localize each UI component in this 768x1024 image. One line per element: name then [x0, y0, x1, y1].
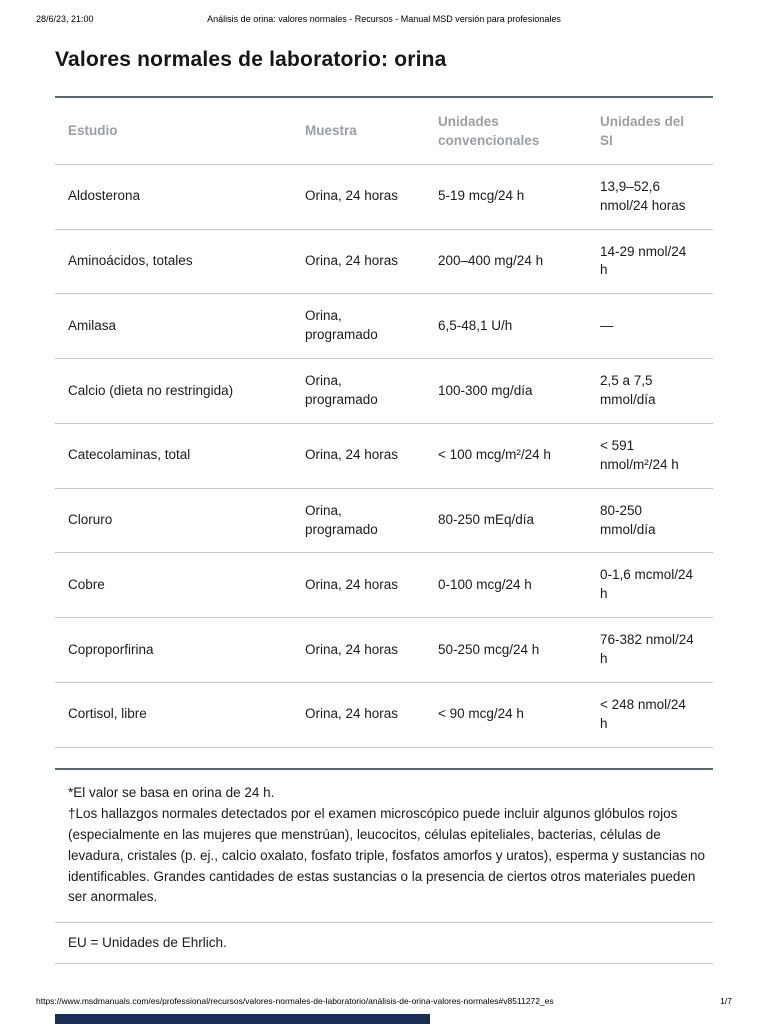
cell-muestra: Orina, 24 horas [292, 164, 425, 230]
cell-unidades-si: 13,9–52,6 nmol/24 horas [587, 164, 713, 230]
table-header-row: Estudio Muestra Unidades convencionales … [55, 97, 713, 165]
footnote-asterisk: *El valor se basa en orina de 24 h. [68, 784, 275, 800]
lab-values-table: Estudio Muestra Unidades convencionales … [55, 96, 713, 748]
table-row: Calcio (dieta no restringida) Orina, pro… [55, 358, 713, 424]
column-header-unidades-si: Unidades del SI [587, 97, 713, 165]
cell-estudio: Aminoácidos, totales [55, 229, 292, 295]
table-body: Aldosterona Orina, 24 horas 5-19 mcg/24 … [55, 164, 713, 748]
cell-unidades-si: 0-1,6 mcmol/24 h [587, 552, 713, 619]
cell-unidades-si: < 248 nmol/24 h [587, 682, 713, 748]
column-header-estudio: Estudio [55, 97, 292, 165]
cell-unidades-si: 80-250 mmol/día [587, 488, 713, 554]
cell-muestra: Orina, 24 horas [292, 423, 425, 489]
footnote-dagger: †Los hallazgos normales detectados por e… [68, 805, 706, 905]
cell-estudio: Calcio (dieta no restringida) [55, 358, 292, 424]
cell-muestra: Orina, 24 horas [292, 682, 425, 748]
print-footer-url: https://www.msdmanuals.com/es/profession… [36, 996, 554, 1006]
table-row: Cloruro Orina, programado 80-250 mEq/día… [55, 488, 713, 554]
cell-unidades-convencionales: 50-250 mcg/24 h [425, 617, 587, 684]
print-footer-page-number: 1/7 [720, 996, 732, 1006]
abbreviation-note: EU = Unidades de Ehrlich. [55, 923, 713, 965]
table-row: Coproporfirina Orina, 24 horas 50-250 mc… [55, 617, 713, 684]
cell-estudio: Amilasa [55, 293, 292, 360]
table-row: Cobre Orina, 24 horas 0-100 mcg/24 h 0-1… [55, 552, 713, 619]
page-title: Valores normales de laboratorio: orina [55, 48, 447, 71]
cell-unidades-convencionales: 6,5-48,1 U/h [425, 293, 587, 360]
cell-unidades-convencionales: < 100 mcg/m²/24 h [425, 423, 587, 489]
cell-estudio: Coproporfirina [55, 617, 292, 684]
print-header-datetime: 28/6/23, 21:00 [36, 14, 94, 24]
content-area: Valores normales de laboratorio: orina E… [55, 48, 713, 965]
table-row: Amilasa Orina, programado 6,5-48,1 U/h — [55, 293, 713, 360]
table-row: Aminoácidos, totales Orina, 24 horas 200… [55, 229, 713, 295]
cell-unidades-convencionales: 0-100 mcg/24 h [425, 552, 587, 619]
table-row: Cortisol, libre Orina, 24 horas < 90 mcg… [55, 682, 713, 748]
print-footer: https://www.msdmanuals.com/es/profession… [36, 996, 732, 1007]
cell-muestra: Orina, programado [292, 488, 425, 554]
column-header-unidades-convencionales: Unidades convencionales [425, 97, 587, 165]
cell-unidades-si: 76-382 nmol/24 h [587, 617, 713, 684]
cell-estudio: Cobre [55, 552, 292, 619]
cell-muestra: Orina, 24 horas [292, 552, 425, 619]
cell-unidades-si: 2,5 a 7,5 mmol/día [587, 358, 713, 424]
column-header-muestra: Muestra [292, 97, 425, 165]
cell-muestra: Orina, programado [292, 293, 425, 360]
cell-unidades-convencionales: 200–400 mg/24 h [425, 229, 587, 295]
cell-muestra: Orina, 24 horas [292, 617, 425, 684]
cell-muestra: Orina, 24 horas [292, 229, 425, 295]
cell-unidades-convencionales: 5-19 mcg/24 h [425, 164, 587, 230]
cell-estudio: Cortisol, libre [55, 682, 292, 748]
cell-estudio: Aldosterona [55, 164, 292, 230]
cell-unidades-si: — [587, 293, 713, 360]
cell-unidades-convencionales: 80-250 mEq/día [425, 488, 587, 554]
table-row: Catecolaminas, total Orina, 24 horas < 1… [55, 423, 713, 489]
print-header-title: Análisis de orina: valores normales - Re… [207, 14, 561, 24]
table-row: Aldosterona Orina, 24 horas 5-19 mcg/24 … [55, 164, 713, 230]
cell-unidades-si: 14-29 nmol/24 h [587, 229, 713, 295]
print-header: 28/6/23, 21:00 Análisis de orina: valore… [36, 14, 732, 26]
cell-unidades-convencionales: 100-300 mg/día [425, 358, 587, 424]
table-footnotes: *El valor se basa en orina de 24 h. †Los… [55, 767, 713, 924]
cell-unidades-si: < 591 nmol/m²/24 h [587, 423, 713, 489]
cell-estudio: Cloruro [55, 488, 292, 554]
cell-muestra: Orina, programado [292, 358, 425, 424]
navbar-edge [55, 1014, 430, 1024]
cell-estudio: Catecolaminas, total [55, 423, 292, 489]
cell-unidades-convencionales: < 90 mcg/24 h [425, 682, 587, 748]
